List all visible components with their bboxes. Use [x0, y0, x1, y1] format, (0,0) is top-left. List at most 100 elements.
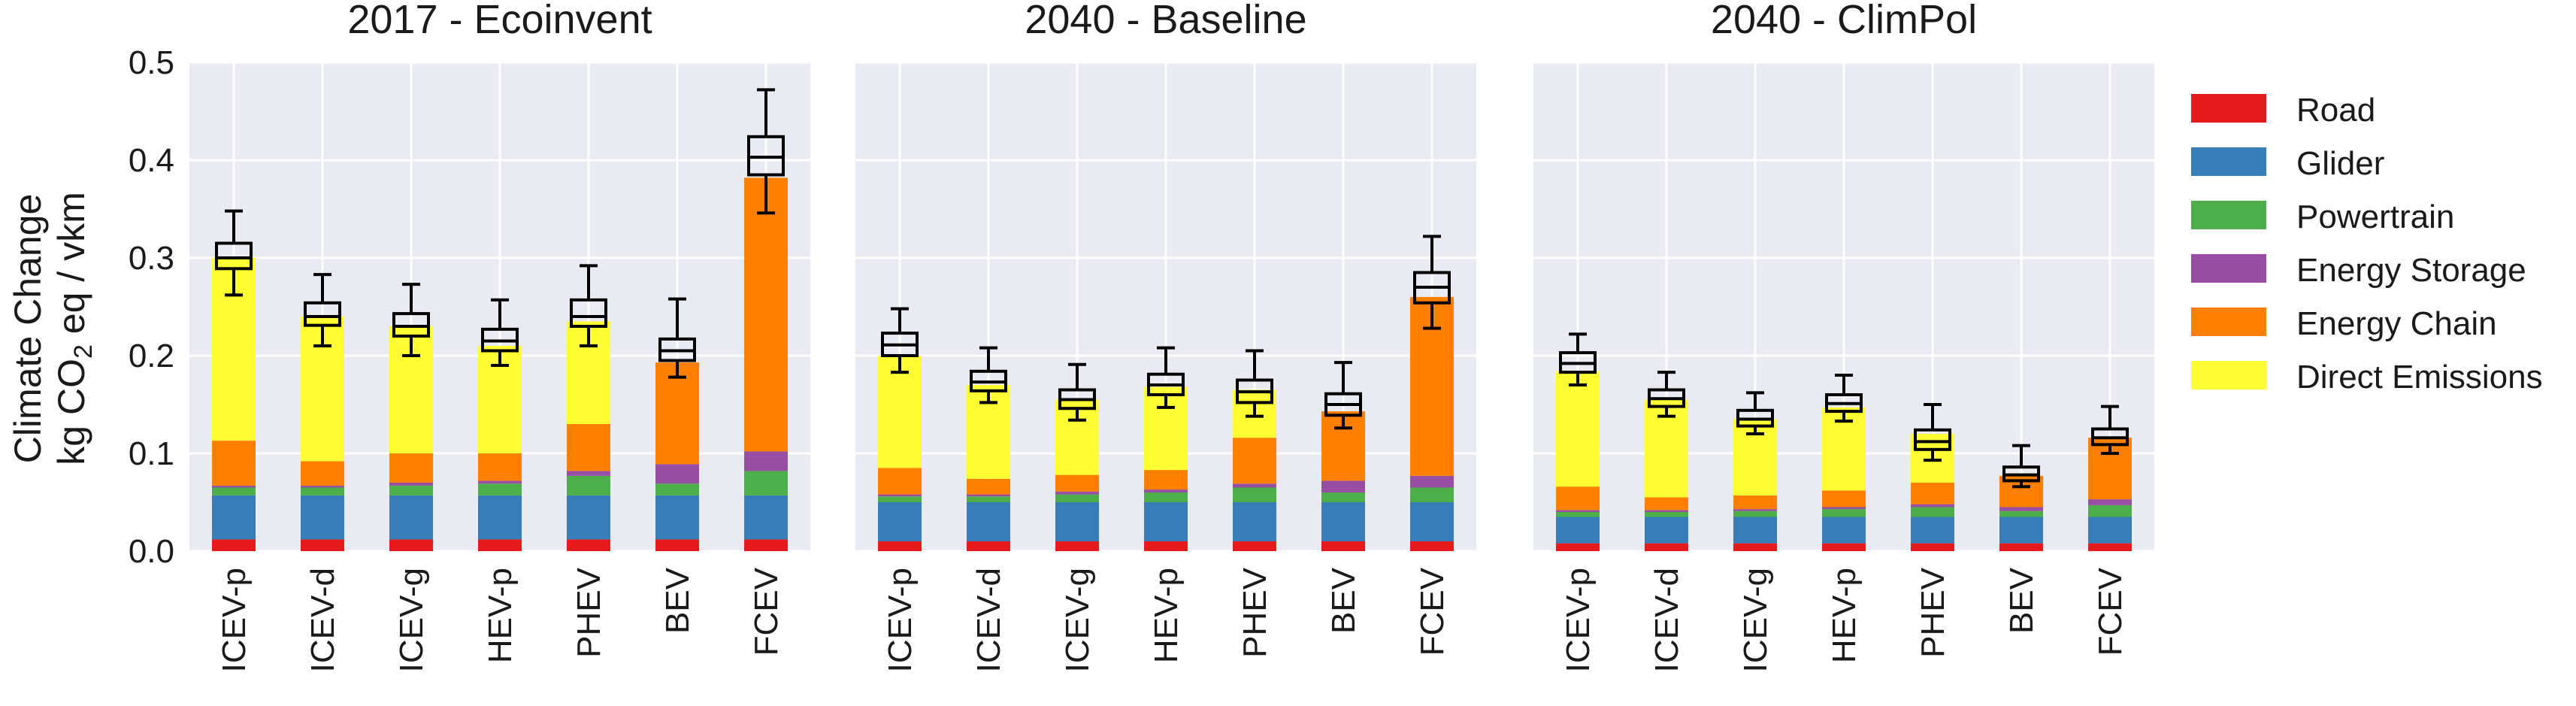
- bar-segment-glider: [1321, 502, 1365, 541]
- bar-segment-glider: [1733, 517, 1777, 544]
- bar-segment-road: [478, 539, 522, 551]
- bar-segment-energy-chain: [744, 177, 788, 452]
- bar-stack-ICEV-p: [1556, 371, 1600, 551]
- boxplot-ICEV-p: [881, 307, 919, 374]
- legend-swatch: [2191, 254, 2266, 283]
- bar-segment-energy-storage: [655, 464, 699, 484]
- category-label: PHEV: [1237, 567, 1273, 657]
- y-axis-label-suffix: eq / vkm: [50, 192, 92, 344]
- bar-segment-energy-storage: [1055, 491, 1099, 495]
- bar-segment-road: [655, 539, 699, 551]
- bar-stack-BEV: [1321, 411, 1365, 551]
- panel-1: 2017 - Ecoinvent ICEV-p ICEV-d ICEV-g HEV-p P…: [189, 0, 810, 672]
- category-label: ICEV-p: [1560, 568, 1597, 672]
- bar-segment-road: [1233, 541, 1276, 551]
- boxplot-ICEV-p: [1559, 332, 1597, 386]
- bar-segment-powertrain: [1233, 487, 1276, 502]
- bar-segment-powertrain: [2088, 505, 2132, 517]
- category-label: ICEV-g: [1737, 568, 1774, 672]
- bar-segment-energy-storage: [1556, 510, 1600, 512]
- bar-segment-energy-storage: [2088, 499, 2132, 505]
- bar-segment-road: [389, 539, 433, 551]
- category-label: FCEV: [1414, 567, 1451, 656]
- y-axis-label: Climate Change kg CO2 eq / vkm: [7, 192, 98, 465]
- y-axis-ticks: 0.0 0.1 0.2 0.3 0.4 0.5: [129, 44, 174, 570]
- bar-segment-powertrain: [744, 471, 788, 495]
- bar-segment-glider: [1556, 517, 1600, 544]
- category-label: PHEV: [1915, 567, 1951, 657]
- bar-segment-powertrain: [655, 483, 699, 495]
- bar-segment-powertrain: [478, 483, 522, 495]
- bar-stack-FCEV: [1410, 297, 1454, 551]
- boxplot-box: [304, 301, 341, 327]
- bar-segment-glider: [212, 495, 256, 540]
- bar-stack-ICEV-p: [878, 356, 922, 551]
- bar-segment-road: [1822, 543, 1866, 551]
- bar-segment-energy-storage: [1999, 507, 2043, 511]
- y-tick-label: 0.0: [129, 533, 174, 570]
- bar-stack-HEV-p: [1822, 407, 1866, 551]
- y-axis-label-prefix: kg CO: [50, 359, 92, 465]
- boxplot-BEV: [658, 297, 696, 379]
- category-label: PHEV: [571, 567, 607, 657]
- bar-segment-glider: [744, 495, 788, 540]
- bar-segment-road: [1144, 541, 1188, 551]
- bar-stack-PHEV: [567, 321, 610, 551]
- panel-3: 2040 - ClimPol ICEV-p ICEV-d ICEV-g HEV-p PHE…: [1533, 0, 2154, 672]
- bar-stack-ICEV-d: [301, 317, 344, 551]
- boxplot-PHEV: [1236, 349, 1273, 418]
- bar-stack-ICEV-d: [1645, 399, 1688, 551]
- bar-segment-glider: [567, 495, 610, 540]
- bar-stack-PHEV: [1233, 389, 1276, 551]
- boxplot-FCEV: [2091, 405, 2129, 455]
- bar-segment-direct-emissions: [878, 356, 922, 468]
- legend-label: Energy Storage: [2296, 252, 2526, 289]
- boxplot-FCEV: [1413, 235, 1451, 330]
- bar-segment-powertrain: [1822, 509, 1866, 517]
- bar-segment-energy-storage: [1911, 504, 1954, 508]
- category-label: ICEV-g: [1059, 568, 1096, 672]
- legend-swatch: [2191, 94, 2266, 123]
- bar-segment-road: [878, 541, 922, 551]
- bar-segment-energy-storage: [967, 494, 1010, 497]
- boxplot-HEV-p: [1147, 346, 1185, 409]
- legend-item-road: Road: [2191, 92, 2375, 129]
- boxplot-BEV: [2002, 444, 2040, 489]
- bar-segment-road: [1999, 543, 2043, 551]
- bar-segment-road: [744, 539, 788, 551]
- bar-segment-glider: [878, 502, 922, 541]
- bar-segment-glider: [478, 495, 522, 540]
- y-tick-label: 0.5: [129, 44, 174, 81]
- category-label: FCEV: [2092, 567, 2129, 656]
- bar-segment-powertrain: [1055, 494, 1099, 502]
- bar-segment-energy-chain: [655, 362, 699, 465]
- bar-segment-glider: [1822, 517, 1866, 544]
- category-label: HEV-p: [482, 568, 519, 663]
- bar-segment-direct-emissions: [1556, 371, 1600, 487]
- bar-segment-powertrain: [301, 487, 344, 495]
- bar-segment-powertrain: [1999, 511, 2043, 517]
- category-label: BEV: [2003, 567, 2040, 634]
- legend-label: Direct Emissions: [2296, 359, 2543, 395]
- bar-segment-powertrain: [1144, 492, 1188, 502]
- boxplot-ICEV-g: [392, 283, 430, 357]
- bar-segment-energy-storage: [212, 485, 256, 488]
- legend-swatch: [2191, 308, 2266, 336]
- category-label: ICEV-d: [304, 568, 341, 672]
- bar-segment-energy-chain: [567, 424, 610, 471]
- bar-segment-energy-storage: [1410, 475, 1454, 488]
- bar-segment-glider: [1144, 502, 1188, 541]
- bar-stack-BEV: [655, 362, 699, 551]
- bar-stack-ICEV-g: [1055, 399, 1099, 551]
- boxplot-HEV-p: [481, 298, 519, 367]
- bar-segment-glider: [1233, 502, 1276, 541]
- bar-segment-road: [567, 539, 610, 551]
- panel-title: 2040 - Baseline: [1025, 0, 1306, 42]
- bar-segment-energy-chain: [967, 478, 1010, 495]
- boxplot-ICEV-g: [1736, 391, 1774, 435]
- bar-segment-glider: [1055, 502, 1099, 541]
- boxplot-ICEV-d: [970, 346, 1007, 405]
- category-label: ICEV-g: [393, 568, 430, 672]
- bar-stack-FCEV: [2088, 438, 2132, 551]
